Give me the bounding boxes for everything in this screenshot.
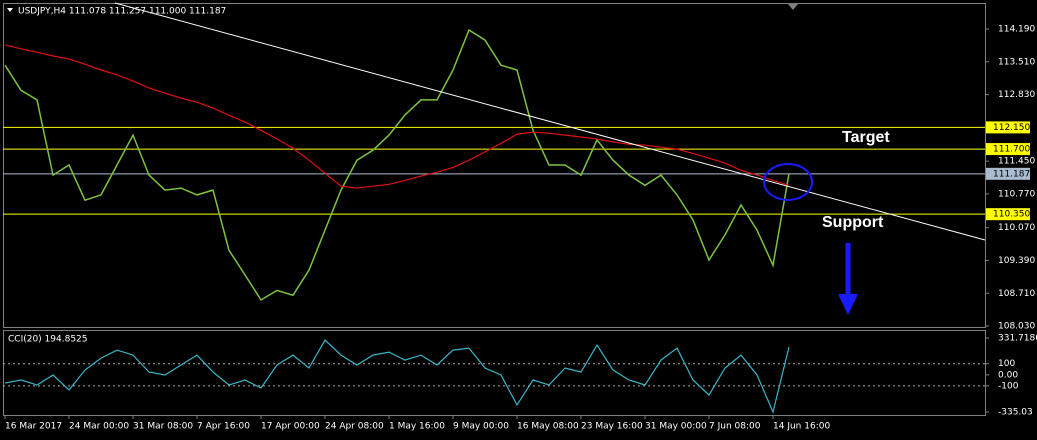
x-tick-label: 7 Apr 16:00 [197,422,250,432]
y-tick-label: 110.770 [998,189,1035,199]
annotation-support: Support [822,214,884,231]
y-tick-label: -335.03 [998,408,1033,418]
shift-marker [788,4,798,10]
level-label-box [986,121,1030,134]
x-tick-label: 14 Jun 16:00 [773,422,830,432]
highlight-ellipse [763,163,813,201]
y-tick-label: 100 [998,359,1015,369]
y-tick-label: 108.030 [998,322,1035,332]
x-tick-label: 31 Mar 08:00 [133,422,193,432]
y-tick-label: 113.510 [998,57,1035,67]
series-line [4,44,790,189]
series-line [4,339,790,414]
y-tick-label: 110.070 [998,223,1035,233]
x-tick-label: 1 May 16:00 [389,422,445,432]
x-tick-label: 7 Jun 08:00 [709,422,761,432]
y-tick-label: 108.710 [998,289,1035,299]
x-tick-label: 24 Mar 00:00 [69,422,129,432]
y-tick-label: 0.00 [998,370,1018,380]
level-label-box [986,167,1030,180]
level-label: 112.150 [993,123,1030,133]
menu-triangle [7,8,13,12]
x-tick-label: 9 May 00:00 [453,422,509,432]
y-tick-label: 112.830 [998,90,1035,100]
level-label: 111.700 [993,145,1030,155]
level-label-box [986,208,1030,221]
y-tick-label: 114.190 [998,25,1035,35]
x-tick-label: 16 Mar 2017 [5,422,62,432]
level-label-box [986,143,1030,156]
x-tick-label: 17 Apr 00:00 [261,422,320,432]
y-tick-label: -100 [998,381,1019,391]
x-tick-label: 16 May 08:00 [517,422,579,432]
x-tick-label: 24 Apr 08:00 [325,422,384,432]
cci-title: CCI(20) 194.8525 [8,335,88,345]
down-arrow-head [838,294,858,315]
series-line [4,28,790,302]
y-tick-label: 111.450 [998,157,1035,167]
x-tick-label: 23 May 16:00 [581,422,643,432]
annotation-target: Target [842,129,890,146]
cci-panel [3,330,986,416]
x-tick-label: 31 May 00:00 [645,422,707,432]
trendline [114,2,986,241]
chart-title: USDJPY,H4 111.078 111.257 111.000 111.18… [18,7,226,17]
price-panel [3,3,986,328]
level-label: 110.350 [993,210,1030,220]
level-label: 111.187 [993,169,1030,179]
y-tick-label: 331.7186 [998,334,1037,344]
y-tick-label: 109.390 [998,256,1035,266]
